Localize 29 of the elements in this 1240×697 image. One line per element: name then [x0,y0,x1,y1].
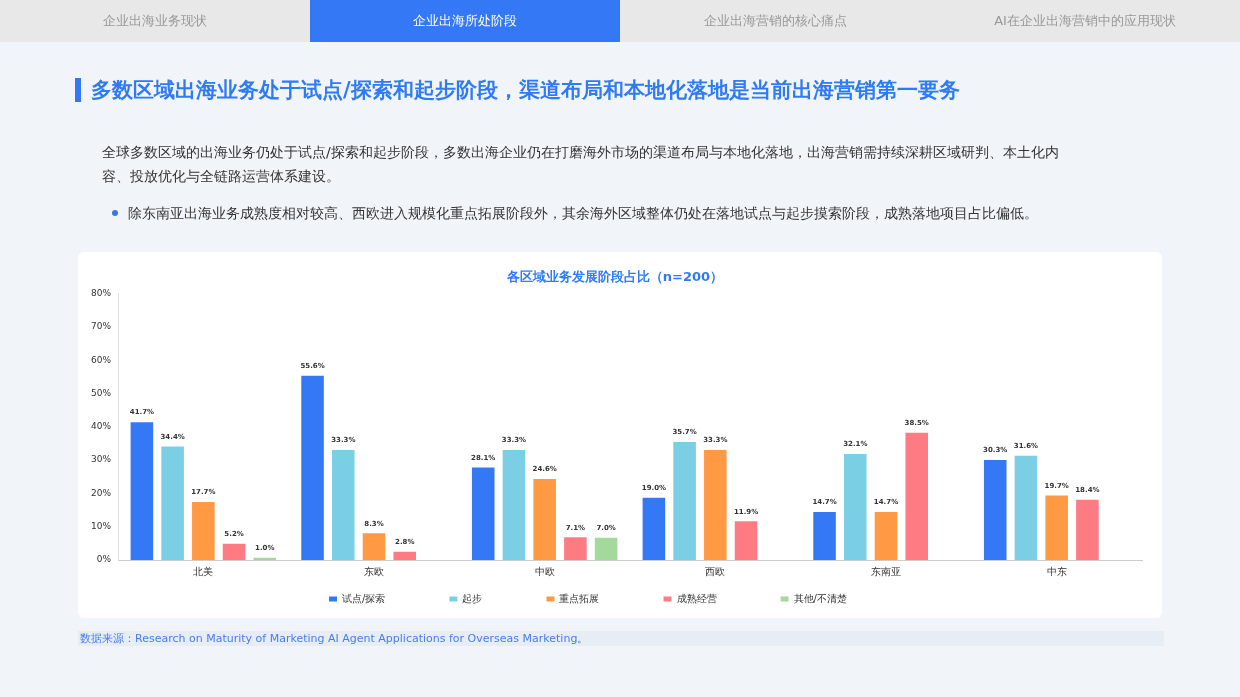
y-tick-label: 70% [90,321,112,332]
text: 多数区域出海业务处于试点/探索和起步阶段，渠道布局和本地化落地是当前出海营销第一要务 [91,77,960,104]
text: 除东南亚出海业务成熟度相对较高、西欧进入规模化重点拓展阶段外，其余海外区域整体仍处在落地试点与起步摸索阶段，成熟落地项目占比偏低。 [128,204,1038,223]
y-tick-label: 80% [90,287,112,298]
x-tick-label: 北美 [193,565,214,577]
legend-label: 起步 [462,592,537,604]
source-note: 数据来源：Research on Maturity of Marketing AI Agent Applications for Overseas Marketing。 [78,631,1164,646]
y-tick-label: 10% [90,521,112,532]
y-tick-label: 30% [90,454,112,465]
x-tick-label: 中欧 [534,565,555,577]
legend-label: 成熟经营 [676,592,771,604]
x-tick-label: 东欧 [364,565,384,577]
legend-label: 其他/不清楚 [793,592,901,604]
x-tick-label: 西欧 [705,565,726,577]
legend-label: 重点拓展 [559,592,654,604]
x-tick-label: 中东 [1046,565,1067,577]
y-tick-label: 20% [90,487,112,498]
chart-title: 各区域业务发展阶段占比（n=200） [505,269,724,285]
y-tick-label: 60% [90,354,112,365]
y-tick-label: 0% [96,554,112,565]
y-tick-label: 40% [90,421,112,432]
legend-label: 试点/探索 [342,592,440,604]
text: AI在企业出海营销中的应用现状 [993,12,1177,30]
y-tick-label: 50% [90,387,112,398]
x-tick-label: 东南亚 [871,565,901,577]
text: 企业出海所处阶段 [310,0,620,42]
text: 企业出海营销的核心痛点 [702,12,848,30]
text: 全球多数区域的出海业务仍处于试点/探索和起步阶段，多数出海企业仍在打磨海外市场的渠道布局与本地化落地，出海营销需持续深耕区域研判、本土化内容、投放优化与全链路运营体系建设。 [102,143,1060,186]
text: 企业出海业务现状 [102,12,208,30]
